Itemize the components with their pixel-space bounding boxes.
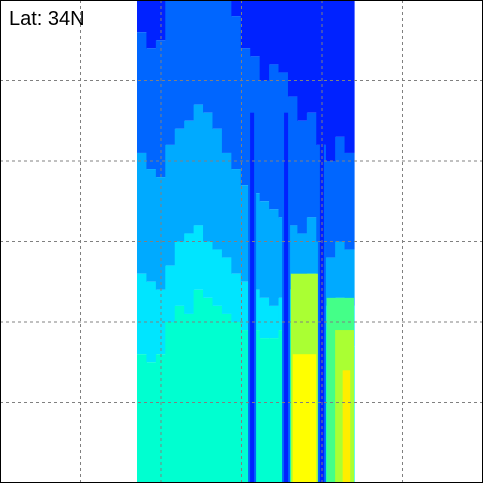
heatmap-cell xyxy=(174,0,185,129)
heatmap-cell xyxy=(306,0,317,113)
heatmap-cell xyxy=(259,338,270,483)
heatmap-cell xyxy=(259,297,270,339)
heatmap-cell xyxy=(297,0,308,121)
heatmap-cell xyxy=(146,0,157,49)
heatmap-cell xyxy=(221,313,232,483)
heatmap-cell xyxy=(297,120,308,234)
heatmap-cell xyxy=(174,128,185,242)
heatmap-trough xyxy=(250,112,255,483)
heatmap-cell xyxy=(231,0,242,17)
heatmap-cell xyxy=(137,152,148,274)
heatmap-cell xyxy=(240,185,251,282)
heatmap-cell xyxy=(335,0,346,137)
heatmap-cell xyxy=(165,265,176,322)
heatmap-cell xyxy=(335,241,346,298)
heatmap-cell xyxy=(250,56,261,194)
heatmap-cell xyxy=(203,297,214,483)
heatmap-cell xyxy=(325,257,336,306)
heatmap-cell xyxy=(137,0,148,33)
heatmap-cell xyxy=(287,0,298,97)
heatmap-cell xyxy=(316,0,327,145)
heatmap-cell xyxy=(165,144,176,266)
heatmap-cell xyxy=(240,330,251,483)
latitude-label: Lat: 34N xyxy=(9,8,85,30)
heatmap-cell xyxy=(269,305,280,339)
heatmap-cell xyxy=(155,289,166,355)
heatmap-cell xyxy=(240,281,251,331)
heatmap-cell xyxy=(137,273,148,355)
heatmap-cell xyxy=(184,0,195,121)
heatmap-cell xyxy=(259,201,270,298)
heatmap-cell xyxy=(287,225,298,290)
heatmap-cell xyxy=(269,338,280,483)
heatmap-trough xyxy=(284,112,289,483)
heatmap-cell xyxy=(137,32,148,153)
heatmap-cell xyxy=(193,104,204,226)
heatmap-cell xyxy=(325,161,336,258)
heatmap-cell xyxy=(231,16,242,170)
heatmap-cell xyxy=(344,249,355,306)
heatmap-cell xyxy=(155,354,166,483)
heatmap-cell xyxy=(212,128,223,250)
heatmap-cell xyxy=(306,217,317,274)
heatmap-cell xyxy=(287,96,298,226)
heatmap-cell xyxy=(344,152,355,250)
heatmap-cell xyxy=(250,0,261,57)
heatmap-cell xyxy=(278,0,289,73)
heatmap-trough xyxy=(319,112,324,483)
heatmap-cell xyxy=(221,152,232,258)
heatmap-cell xyxy=(259,80,270,202)
heatmap-cell xyxy=(184,120,195,234)
heatmap-field xyxy=(137,0,355,483)
heatmap-cell xyxy=(335,136,346,242)
heatmap-cell xyxy=(137,354,148,483)
heatmap-cell xyxy=(212,249,223,306)
heatmap-cell xyxy=(165,0,176,145)
heatmap-cell xyxy=(240,0,251,49)
heatmap-cell xyxy=(174,305,185,483)
heatmap-cell xyxy=(184,233,195,314)
heatmap-warm-patch xyxy=(292,354,317,483)
heatmap-cell xyxy=(193,289,204,483)
heatmap-cell xyxy=(212,305,223,483)
heatmap-cell xyxy=(212,0,223,129)
heatmap-cell xyxy=(269,64,280,210)
heatmap-cell xyxy=(221,0,232,153)
heatmap-cell xyxy=(221,257,232,314)
heatmap-cell xyxy=(231,169,242,274)
heatmap-cell xyxy=(146,362,157,483)
heatmap-warm-patch xyxy=(342,370,351,483)
heatmap-cell xyxy=(344,0,355,153)
heatmap-cell xyxy=(203,241,214,298)
heatmap-cell xyxy=(155,177,166,290)
heatmap-cell xyxy=(203,112,214,242)
heatmap-cell xyxy=(269,209,280,306)
heatmap-cell xyxy=(184,313,195,483)
heatmap-cell xyxy=(297,233,308,282)
heatmap-cell xyxy=(203,0,214,113)
heatmap-cell xyxy=(174,241,185,306)
heatmap-cell xyxy=(240,48,251,186)
heatmap-cell xyxy=(306,112,317,218)
heatmap-cell xyxy=(231,273,242,322)
heatmap-cell xyxy=(193,225,204,290)
heatmap-cell xyxy=(146,48,157,170)
heatmap-cell xyxy=(269,0,280,65)
heatmap-cell xyxy=(193,0,204,105)
heatmap-cell xyxy=(146,169,157,282)
heatmap-cell xyxy=(259,0,270,81)
